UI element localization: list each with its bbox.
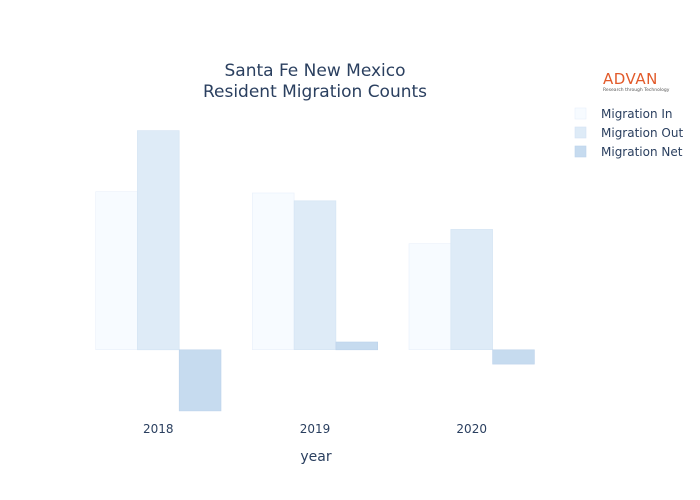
chart-title-line2: Resident Migration Counts bbox=[203, 82, 427, 102]
advan-logo: ADVAN Research through Technology bbox=[603, 70, 670, 93]
bar-migration-net-2020 bbox=[492, 349, 535, 365]
legend-swatch bbox=[574, 145, 587, 158]
chart-title-line1: Santa Fe New Mexico bbox=[224, 61, 405, 81]
logo-wordmark: ADVAN bbox=[603, 70, 658, 88]
legend-item[interactable]: Migration In bbox=[574, 107, 673, 121]
legend-swatch bbox=[574, 126, 587, 139]
bar-migration-out-2018 bbox=[137, 130, 180, 351]
x-tick-label: 2020 bbox=[456, 422, 487, 436]
chart-title: Santa Fe New Mexico Resident Migration C… bbox=[203, 61, 427, 102]
bar-migration-net-2018 bbox=[178, 349, 222, 412]
legend-item[interactable]: Migration Out bbox=[574, 126, 683, 140]
legend-label: Migration Out bbox=[601, 126, 683, 140]
bars-group bbox=[95, 130, 535, 412]
bar-migration-net-2019 bbox=[335, 341, 378, 351]
legend-label: Migration Net bbox=[601, 145, 683, 159]
bar-migration-out-2019 bbox=[293, 200, 337, 350]
legend-swatch bbox=[574, 107, 587, 120]
bar-migration-in-2020 bbox=[408, 243, 452, 350]
x-axis-ticks: 2018 2019 2020 bbox=[143, 422, 487, 436]
bar-migration-out-2020 bbox=[450, 229, 493, 350]
legend: Migration In Migration Out Migration Net bbox=[574, 107, 683, 159]
x-axis-title: year bbox=[300, 449, 331, 465]
legend-item[interactable]: Migration Net bbox=[574, 145, 683, 159]
bar-migration-in-2018 bbox=[95, 191, 138, 350]
bar-migration-in-2019 bbox=[252, 192, 295, 350]
logo-tagline: Research through Technology bbox=[603, 87, 670, 93]
legend-label: Migration In bbox=[601, 107, 673, 121]
x-tick-label: 2018 bbox=[143, 422, 174, 436]
x-tick-label: 2019 bbox=[300, 422, 331, 436]
